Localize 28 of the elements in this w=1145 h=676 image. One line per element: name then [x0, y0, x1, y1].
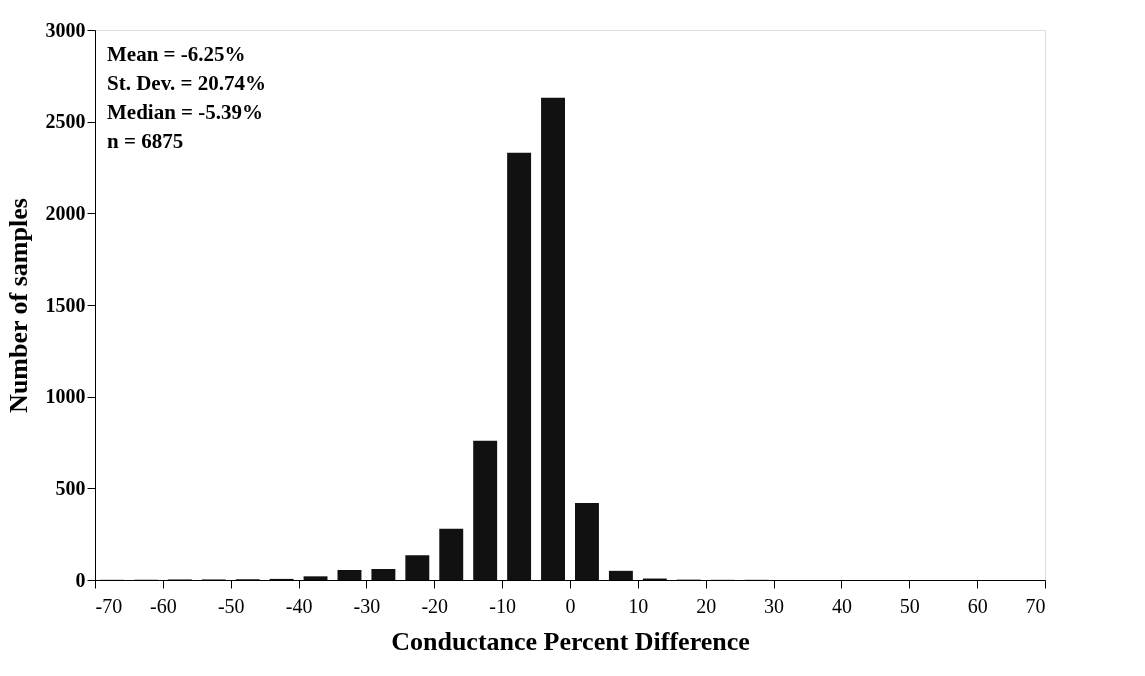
x-tick-label: -10 — [489, 594, 516, 617]
x-tick-label: -70 — [95, 594, 123, 617]
x-tick-label: 30 — [764, 594, 785, 617]
x-tick-label: 70 — [1025, 594, 1046, 617]
y-tick-label: 500 — [55, 476, 86, 499]
x-tick-label: 40 — [831, 594, 852, 617]
annotation: Mean = -6.25% — [107, 42, 246, 66]
x-tick-label: 10 — [628, 594, 649, 617]
annotation: n = 6875 — [107, 129, 184, 153]
x-axis-title: Conductance Percent Difference — [391, 626, 750, 656]
x-tick-label: -20 — [421, 594, 449, 617]
annotation: St. Dev. = 20.74% — [107, 71, 266, 95]
x-tick-label: 60 — [967, 594, 988, 617]
y-tick-label: 0 — [75, 568, 86, 591]
y-tick-label: 1000 — [45, 385, 86, 408]
x-tick-label: 20 — [696, 594, 717, 617]
x-tick-label: -40 — [285, 594, 313, 617]
annotation: Median = -5.39% — [107, 100, 264, 124]
x-tick-label: 50 — [899, 594, 920, 617]
y-axis-title: Number of samples — [3, 198, 33, 413]
y-tick-label: 2000 — [45, 201, 86, 224]
y-tick-label: 2500 — [45, 110, 86, 133]
y-tick-label: 1500 — [45, 293, 86, 316]
x-tick-label: -50 — [217, 594, 245, 617]
x-tick-label: -60 — [150, 594, 177, 617]
x-tick-label: -30 — [353, 594, 381, 617]
y-tick-label: 3000 — [45, 18, 86, 41]
x-tick-label: 0 — [565, 594, 576, 617]
